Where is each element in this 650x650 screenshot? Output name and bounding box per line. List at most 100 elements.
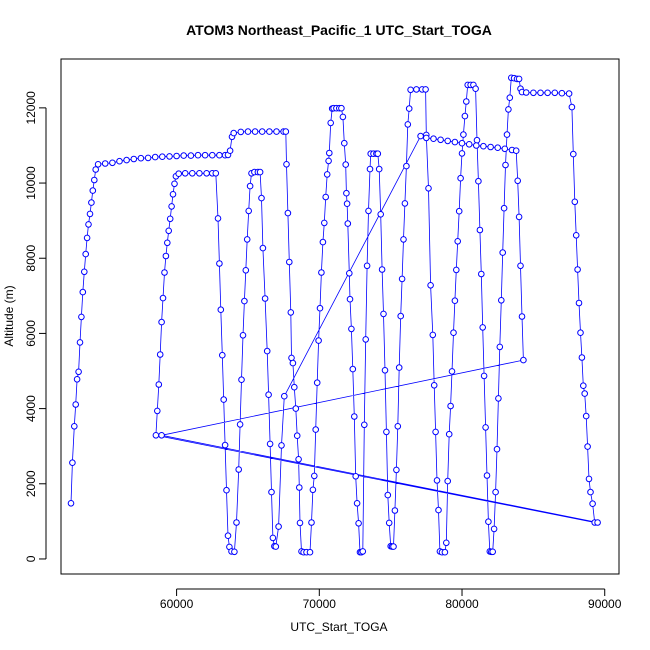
data-point (223, 486, 230, 494)
data-point (460, 131, 467, 138)
data-point (220, 396, 227, 403)
y-axis: 0 2000 4000 6000 8000 10000 12000 (24, 91, 47, 562)
data-point (239, 332, 247, 339)
data-point (169, 191, 177, 198)
data-point (493, 445, 501, 453)
data-point (478, 270, 485, 278)
data-point (287, 309, 295, 316)
data-point (441, 548, 449, 556)
data-point (322, 193, 330, 201)
data-point (144, 154, 152, 162)
data-point (266, 128, 273, 135)
data-point (383, 428, 390, 436)
data-point (94, 161, 102, 168)
data-point (242, 267, 250, 274)
data-point (432, 428, 439, 436)
data-point (158, 432, 165, 439)
data-point (512, 147, 520, 154)
data-point (594, 519, 601, 526)
data-point (156, 351, 164, 358)
series-layer (67, 74, 601, 556)
data-point (137, 154, 145, 162)
data-point (116, 157, 123, 165)
data-point (570, 150, 577, 158)
data-point (453, 266, 460, 274)
data-point (551, 89, 559, 97)
data-point (365, 207, 372, 215)
data-point (398, 275, 406, 283)
data-point (237, 128, 245, 136)
data-point (375, 165, 383, 173)
data-point (168, 203, 175, 210)
data-point (544, 89, 551, 97)
data-point (499, 249, 507, 256)
data-point (384, 491, 392, 499)
data-point (575, 299, 583, 307)
data-point (295, 456, 302, 463)
data-point (309, 486, 317, 494)
data-point (413, 86, 420, 93)
data-point (306, 548, 314, 556)
data-point (515, 213, 523, 221)
data-point (483, 472, 491, 479)
data-point (506, 94, 514, 101)
data-point (79, 288, 87, 296)
data-point (473, 136, 481, 144)
y-tick-label: 12000 (24, 91, 38, 125)
data-point (582, 412, 590, 420)
data-point (403, 162, 410, 170)
data-point (450, 329, 457, 337)
data-point (445, 430, 453, 438)
data-point (346, 270, 353, 277)
data-point (265, 391, 272, 399)
data-point (568, 103, 576, 111)
data-point (266, 440, 274, 448)
data-point (212, 170, 220, 177)
data-point (284, 209, 292, 217)
data-point (589, 500, 596, 508)
data-point (571, 198, 579, 206)
x-tick-label: 60000 (160, 597, 194, 611)
data-point (391, 507, 399, 514)
data-point (201, 151, 209, 159)
data-point (343, 200, 351, 207)
data-point (243, 236, 251, 243)
data-point (444, 477, 452, 485)
data-point (293, 432, 301, 440)
data-point (316, 304, 324, 312)
data-point (85, 221, 92, 228)
data-point (130, 155, 138, 163)
data-point (154, 407, 161, 415)
data-point (269, 534, 277, 542)
data-point (385, 519, 393, 527)
data-point (495, 395, 502, 402)
data-point (235, 466, 242, 473)
data-point (475, 177, 482, 185)
data-point (166, 153, 173, 160)
data-point (71, 423, 78, 430)
data-point (155, 381, 163, 388)
data-point (587, 488, 594, 496)
data-point (342, 161, 350, 168)
data-point (517, 262, 524, 270)
data-point (230, 129, 237, 137)
data-point (291, 383, 298, 391)
data-point (164, 239, 171, 247)
data-point (315, 337, 322, 344)
data-point (492, 488, 499, 496)
data-point (326, 149, 333, 157)
data-point (351, 413, 358, 420)
data-point (482, 424, 489, 431)
data-point (461, 112, 469, 120)
data-point (407, 86, 414, 94)
data-point (318, 269, 325, 276)
data-point (123, 156, 130, 164)
x-tick-label: 90000 (588, 597, 622, 611)
data-point (404, 121, 412, 128)
data-point (226, 147, 234, 154)
data-point (261, 295, 269, 302)
data-point (405, 105, 413, 112)
data-point (292, 405, 300, 412)
data-point (395, 364, 403, 371)
data-point (165, 227, 172, 235)
